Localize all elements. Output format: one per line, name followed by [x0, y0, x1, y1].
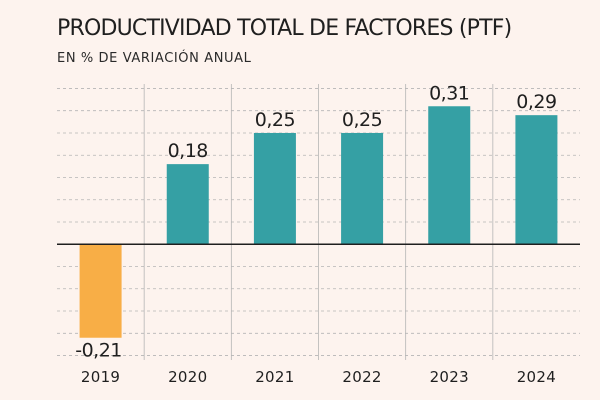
bar-2024 — [515, 115, 558, 245]
category-label-2022: 2022 — [342, 368, 381, 386]
category-label-2023: 2023 — [430, 368, 469, 386]
category-label-2019: 2019 — [81, 368, 120, 386]
bar-2023 — [428, 106, 471, 245]
gridlines-vertical — [143, 84, 494, 360]
chart-title: PRODUCTIVIDAD TOTAL DE FACTORES (PTF) — [57, 16, 512, 41]
bar-2022 — [341, 132, 384, 245]
bar-2019 — [79, 244, 122, 338]
chart-subtitle: EN % DE VARIACIÓN ANUAL — [57, 51, 252, 66]
bar-2020 — [166, 164, 209, 245]
value-label-2020: 0,18 — [168, 140, 208, 162]
category-label-2020: 2020 — [168, 368, 207, 386]
category-label-2021: 2021 — [255, 368, 294, 386]
category-label-2024: 2024 — [517, 368, 556, 386]
bars — [79, 106, 558, 338]
category-labels: 2019 2020 2021 2022 2023 2024 — [81, 368, 556, 386]
bar-2021 — [253, 132, 296, 245]
value-labels: -0,21 0,18 0,25 0,25 0,31 0,29 — [75, 82, 557, 362]
value-label-2024: 0,29 — [516, 91, 556, 113]
value-label-2019: -0,21 — [75, 340, 122, 362]
value-label-2023: 0,31 — [429, 82, 469, 104]
value-label-2022: 0,25 — [342, 109, 382, 131]
value-label-2021: 0,25 — [255, 109, 295, 131]
